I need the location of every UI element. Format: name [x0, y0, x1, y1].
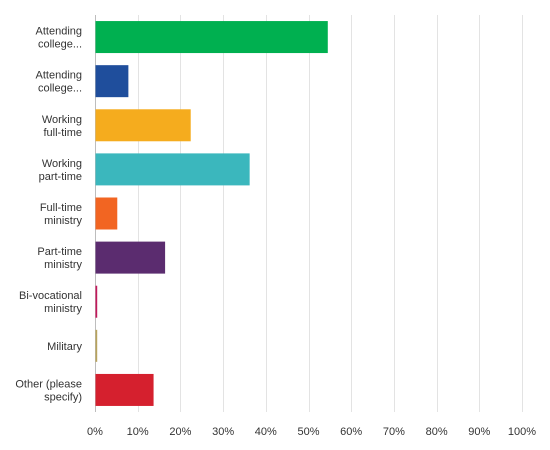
- x-tick-label: 70%: [383, 426, 405, 438]
- bar: [95, 21, 328, 54]
- bar: [95, 241, 166, 274]
- category-label: Working full-time: [42, 114, 82, 139]
- x-tick-label: 20%: [169, 426, 191, 438]
- category-label: Attending college...: [36, 26, 82, 51]
- bar: [95, 197, 118, 230]
- grid-lines: [95, 15, 523, 412]
- category-label: Part-time ministry: [37, 246, 82, 271]
- x-tick-label: 100%: [508, 426, 536, 438]
- category-label: Other (please specify): [15, 378, 82, 403]
- bar: [95, 65, 129, 98]
- bar: [95, 109, 191, 142]
- bar: [95, 373, 154, 406]
- x-tick-label: 30%: [212, 426, 234, 438]
- x-tick-label: 40%: [255, 426, 277, 438]
- bar: [95, 329, 98, 362]
- category-labels: Attending college... Attending college... Wo…: [15, 26, 82, 404]
- category-label: Attending college...: [36, 70, 82, 95]
- bar: [95, 285, 98, 318]
- x-tick-labels: 0% 10% 20% 30% 40% 50% 60% 70% 80% 90% 100%: [87, 426, 536, 438]
- x-tick-label: 50%: [297, 426, 319, 438]
- x-tick-label: 0%: [87, 426, 103, 438]
- category-label: Bi-vocational ministry: [19, 290, 82, 315]
- bars: [95, 21, 328, 406]
- category-label: Working part-time: [39, 158, 82, 183]
- x-tick-label: 80%: [426, 426, 448, 438]
- x-tick-label: 90%: [468, 426, 490, 438]
- x-tick-label: 60%: [340, 426, 362, 438]
- x-tick-label: 10%: [127, 426, 149, 438]
- bar: [95, 153, 250, 186]
- category-label: Full-time ministry: [40, 202, 83, 227]
- category-label: Military: [47, 341, 82, 353]
